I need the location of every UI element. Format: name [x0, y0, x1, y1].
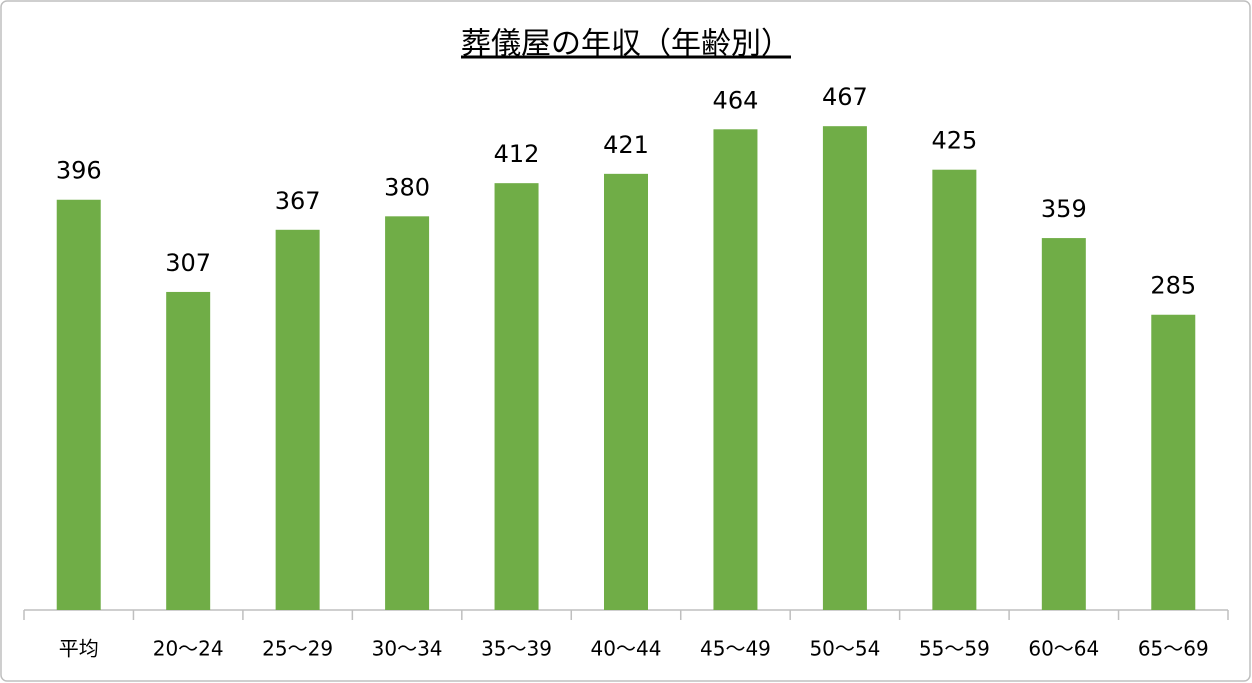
x-tick-label: 30〜34	[372, 637, 443, 661]
bar	[385, 216, 430, 610]
bar	[713, 129, 758, 610]
value-label: 421	[603, 131, 649, 159]
x-tick-label: 50〜54	[809, 637, 880, 661]
x-tick-label: 45〜49	[700, 637, 771, 661]
bar	[1151, 314, 1196, 610]
x-tick-label: 60〜64	[1028, 637, 1099, 661]
value-label: 380	[384, 173, 430, 201]
x-tick-label: 20〜24	[153, 637, 224, 661]
value-label: 412	[494, 140, 540, 168]
value-label: 367	[275, 187, 321, 215]
x-tick-label: 35〜39	[481, 637, 552, 661]
x-tick-label: 25〜29	[262, 637, 333, 661]
bar	[1041, 238, 1086, 611]
bar	[166, 291, 211, 610]
x-tick-label: 40〜44	[591, 637, 662, 661]
bar	[275, 229, 320, 610]
value-label: 396	[56, 157, 102, 185]
bar	[932, 169, 977, 610]
value-label: 307	[165, 249, 211, 277]
x-tick-label: 平均	[59, 637, 99, 661]
value-label: 464	[713, 86, 759, 114]
chart-title: 葬儀屋の年収（年齢別）	[461, 27, 791, 62]
x-tick-label: 65〜69	[1138, 637, 1209, 661]
x-tick-label: 55〜59	[919, 637, 990, 661]
bar	[604, 173, 648, 610]
value-label: 467	[822, 83, 868, 111]
bar	[822, 126, 867, 611]
value-label: 425	[931, 127, 977, 155]
bar	[56, 199, 101, 610]
bar	[494, 183, 539, 610]
value-label: 285	[1150, 272, 1196, 300]
value-label: 359	[1041, 195, 1087, 223]
